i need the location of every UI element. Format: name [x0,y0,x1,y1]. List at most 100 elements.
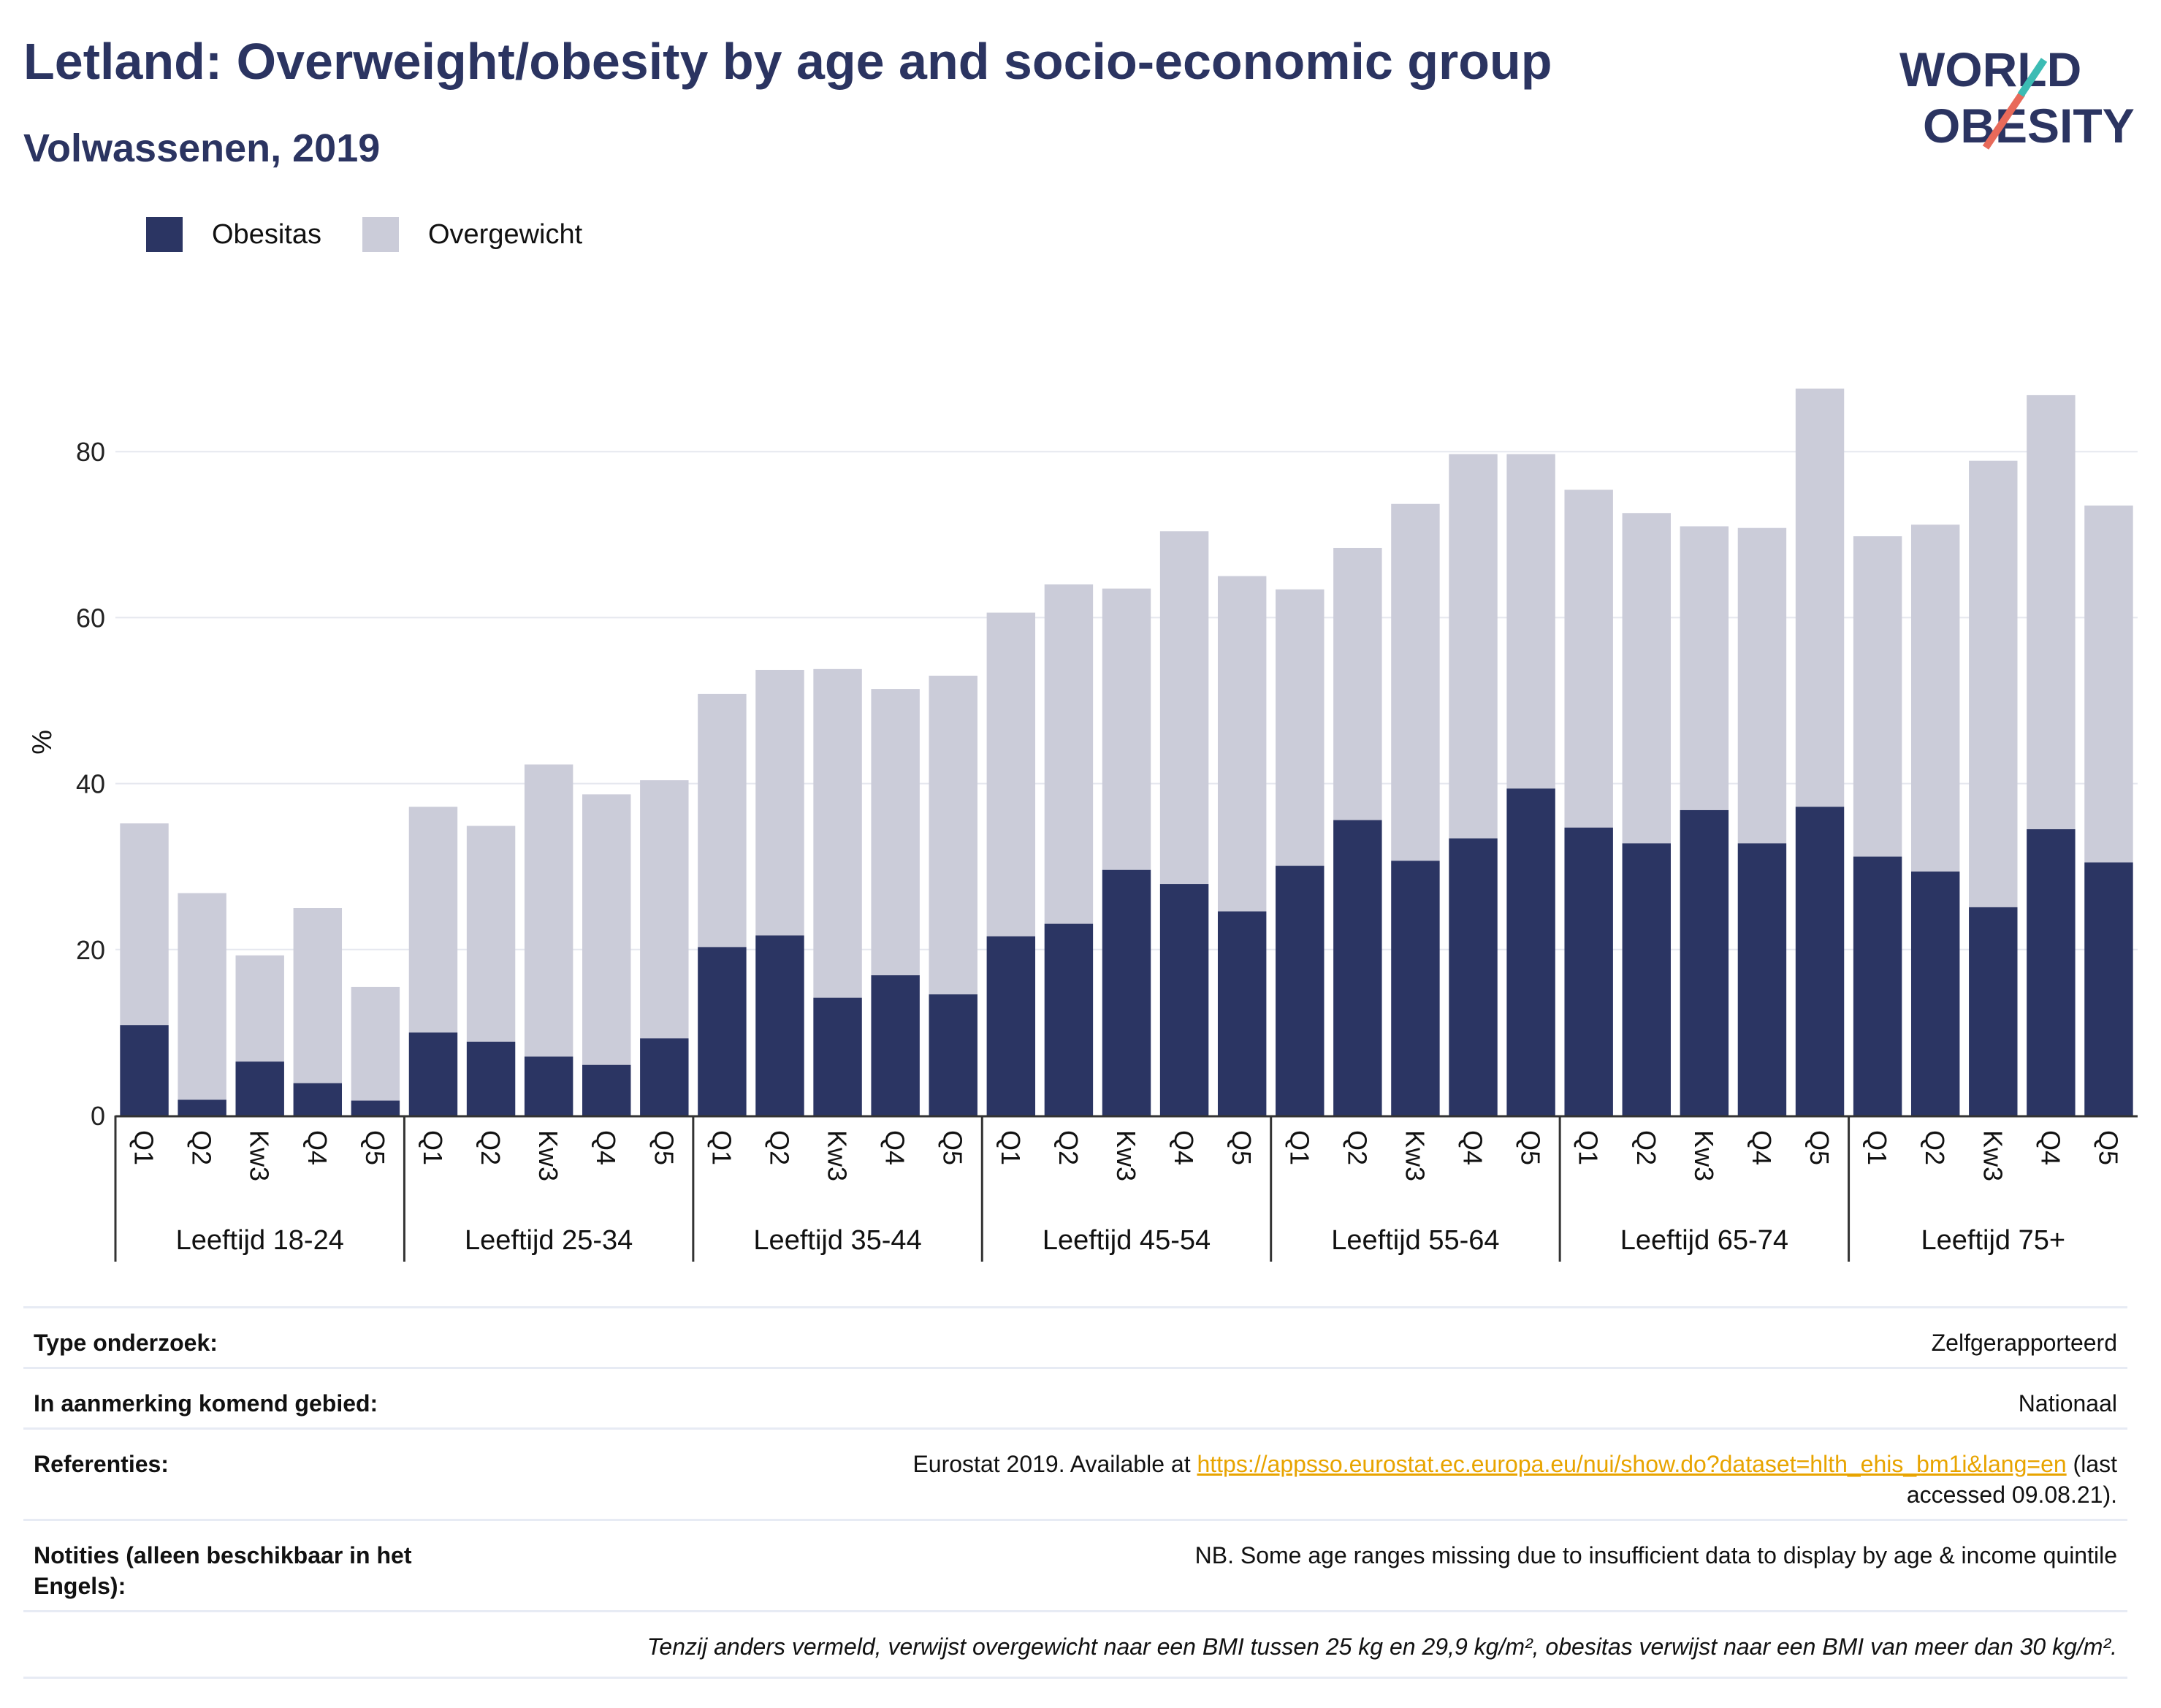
group-label: Leeftijd 18-24 [176,1225,344,1256]
legend-swatch-obesity [146,217,183,252]
references-suffix: (last accessed 09.08.21). [1906,1451,2117,1508]
group-label: Leeftijd 75+ [1921,1225,2066,1256]
bar-overweight [582,794,631,1065]
bar-obesity [351,1100,400,1116]
group-label: Leeftijd 35-44 [753,1225,921,1256]
x-tick-label: Q1 [996,1130,1026,1165]
x-tick-label: Kw3 [823,1130,853,1181]
bar-obesity [466,1041,516,1116]
bar-overweight [2027,394,2076,830]
x-tick-label: Kw3 [1111,1130,1141,1181]
bar-overweight [1795,388,1845,807]
references-link[interactable]: https://appsso.eurostat.ec.europa.eu/nui… [1197,1451,2067,1477]
meta-value-survey-type: Zelfgerapporteerd [1931,1330,2117,1356]
bar-overweight [178,893,226,1100]
x-tick-label: Kw3 [245,1130,275,1181]
bar-obesity [871,975,920,1116]
bar-obesity [293,1083,343,1116]
bar-obesity [524,1056,573,1116]
bar-overweight [1622,513,1671,844]
bar-overweight [929,675,977,995]
references-text: Eurostat 2019. Available at [912,1451,1197,1477]
legend: Obesitas Overgewicht [146,216,623,253]
x-tick-label: Q5 [1516,1130,1546,1165]
y-tick-label: 80 [76,437,105,467]
x-tick-label: Q2 [1920,1130,1950,1165]
logo-slash-coral [1982,91,2026,150]
x-tick-label: Q4 [591,1130,621,1165]
footnote: Tenzij anders vermeld, verwijst overgewi… [23,1610,2127,1679]
meta-row-notes: Notities (alleen beschikbaar in het Enge… [23,1519,2127,1610]
x-tick-label: Q4 [880,1130,910,1165]
x-tick-label: Q2 [187,1130,217,1165]
bar-obesity [1564,827,1613,1116]
world-obesity-logo: WORLD OBESITY [1899,42,2135,153]
bar-overweight [351,986,400,1101]
x-tick-label: Q5 [1804,1130,1834,1165]
bar-obesity [1102,869,1151,1116]
x-tick-label: Q1 [418,1130,448,1165]
bar-obesity [1217,911,1267,1116]
y-tick-label: 20 [76,935,105,965]
x-tick-label: Q1 [129,1130,159,1165]
logo-line2: OBESITY [1923,99,2135,153]
bar-overweight [1391,503,1440,861]
bar-obesity [408,1032,458,1116]
bar-overweight [1102,588,1151,870]
x-tick-label: Q2 [1342,1130,1372,1165]
bar-obesity [698,947,747,1116]
bar-overweight [1737,527,1787,844]
meta-row-survey-type: Type onderzoek: Zelfgerapporteerd [23,1306,2127,1367]
bar-obesity [120,1025,169,1116]
group-label: Leeftijd 55-64 [1331,1225,1499,1256]
meta-row-references: Referenties: Eurostat 2019. Available at… [23,1427,2127,1519]
bar-overweight [1333,547,1382,820]
bar-obesity [640,1038,689,1116]
x-tick-label: Kw3 [533,1130,563,1181]
x-tick-label: Kw3 [1689,1130,1719,1181]
x-tick-label: Q5 [1227,1130,1257,1165]
x-tick-label: Q4 [1169,1130,1199,1165]
bar-obesity [1622,843,1671,1116]
logo-slash-teal [2017,58,2048,97]
chart-subtitle: Volwassenen, 2019 [23,126,381,170]
bar-obesity [178,1099,226,1116]
group-label: Leeftijd 45-54 [1043,1225,1211,1256]
bar-overweight [1276,589,1325,866]
x-tick-label: Q5 [2093,1130,2123,1165]
y-tick-label: 40 [76,769,105,799]
bar-obesity [2084,862,2133,1116]
x-tick-label: Q2 [1053,1130,1083,1165]
logo-line1: WORLD [1899,42,2081,96]
stacked-bar-chart: 0 20 40 60 80% Q1 Q2 Kw3 Q4 Q5 Q1 Q2 Kw3 Q4 Q5 Q1 Q2 Kw3 Q… [27,388,2138,1262]
bar-overweight [698,693,747,948]
x-tick-label: Q5 [360,1130,390,1165]
x-tick-label: Q1 [706,1130,736,1165]
x-tick-label: Q4 [302,1130,332,1165]
x-tick-label: Q4 [1458,1130,1488,1165]
meta-row-area: In aanmerking komend gebied: Nationaal [23,1367,2127,1427]
bar-obesity [2027,829,2076,1116]
group-label: Leeftijd 65-74 [1620,1225,1788,1256]
bar-overweight [755,669,804,936]
metadata-table: Type onderzoek: Zelfgerapporteerd In aan… [23,1306,2127,1679]
bar-overweight [986,612,1036,937]
x-tick-label: Kw3 [1400,1130,1430,1181]
group-label: Leeftijd 25-34 [465,1225,633,1256]
bar-overweight [524,764,573,1057]
x-tick-label: Q1 [1574,1130,1604,1165]
bar-obesity [1276,866,1325,1116]
bar-overweight [120,823,169,1026]
y-tick-label: 60 [76,603,105,633]
bar-obesity [1449,838,1498,1116]
x-tick-label: Q2 [764,1130,794,1165]
meta-label-notes: Notities (alleen beschikbaar in het Enge… [34,1542,412,1599]
bar-overweight [408,807,458,1033]
x-tick-label: Q4 [1747,1130,1777,1165]
bar-obesity [813,997,862,1116]
bar-overweight [813,668,862,998]
bar-obesity [235,1061,284,1116]
bar-overweight [1217,576,1267,912]
x-tick-label: Q2 [476,1130,506,1165]
bar-obesity [1506,788,1555,1116]
